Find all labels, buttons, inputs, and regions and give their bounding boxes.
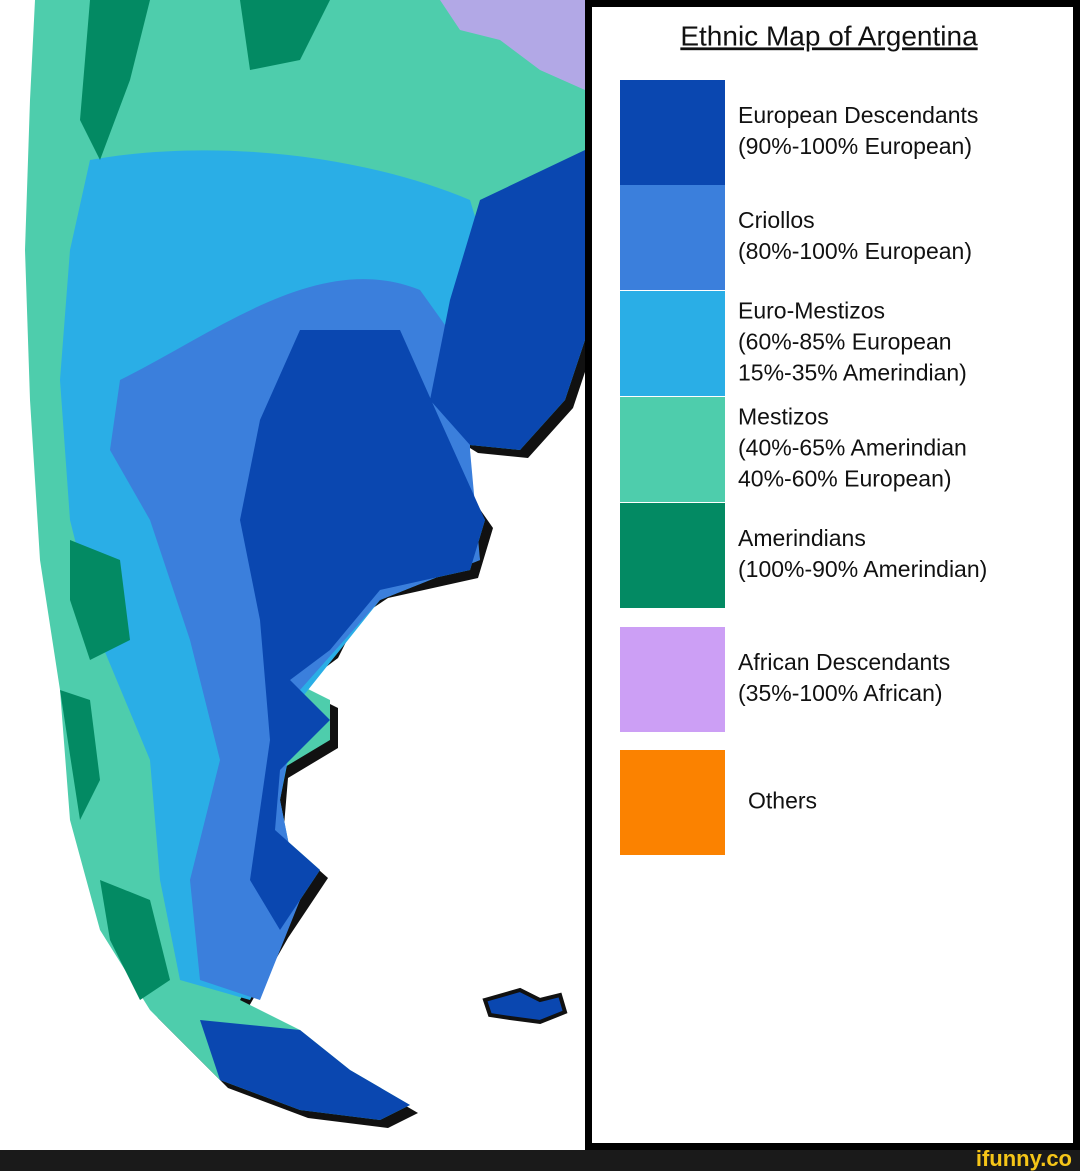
legend-label: (40%-65% Amerindian	[738, 435, 967, 461]
legend-label: 15%-35% Amerindian)	[738, 360, 967, 386]
legend-swatch	[620, 627, 725, 732]
legend-label: (60%-85% European	[738, 329, 952, 355]
legend-label: (100%-90% Amerindian)	[738, 556, 987, 582]
watermark-bar	[0, 1150, 1080, 1171]
legend-swatch	[620, 291, 725, 396]
falkland-islands	[482, 987, 568, 1025]
legend-swatch	[620, 397, 725, 502]
legend-label: Others	[748, 788, 817, 814]
map-region	[200, 150, 585, 1120]
legend: European Descendants (90%-100% European) C…	[620, 80, 987, 855]
legend-swatch	[620, 750, 725, 855]
legend-label: Criollos	[738, 207, 815, 233]
legend-label: 40%-60% European)	[738, 466, 952, 492]
legend-label: (90%-100% European)	[738, 133, 972, 159]
legend-swatch	[620, 80, 725, 185]
legend-label: Euro-Mestizos	[738, 298, 885, 324]
legend-label: (35%-100% African)	[738, 680, 943, 706]
legend-label: Amerindians	[738, 525, 866, 551]
legend-label: (80%-100% European)	[738, 238, 972, 264]
map	[25, 0, 593, 1128]
legend-swatch	[620, 185, 725, 290]
map-region	[60, 0, 330, 1000]
legend-label: African Descendants	[738, 649, 950, 675]
legend-label: Mestizos	[738, 404, 829, 430]
legend-swatch	[620, 503, 725, 608]
map-region	[440, 0, 585, 90]
legend-label: European Descendants	[738, 102, 978, 128]
legend-title: Ethnic Map of Argentina	[680, 20, 978, 51]
watermark: ifunny.co	[976, 1146, 1072, 1171]
